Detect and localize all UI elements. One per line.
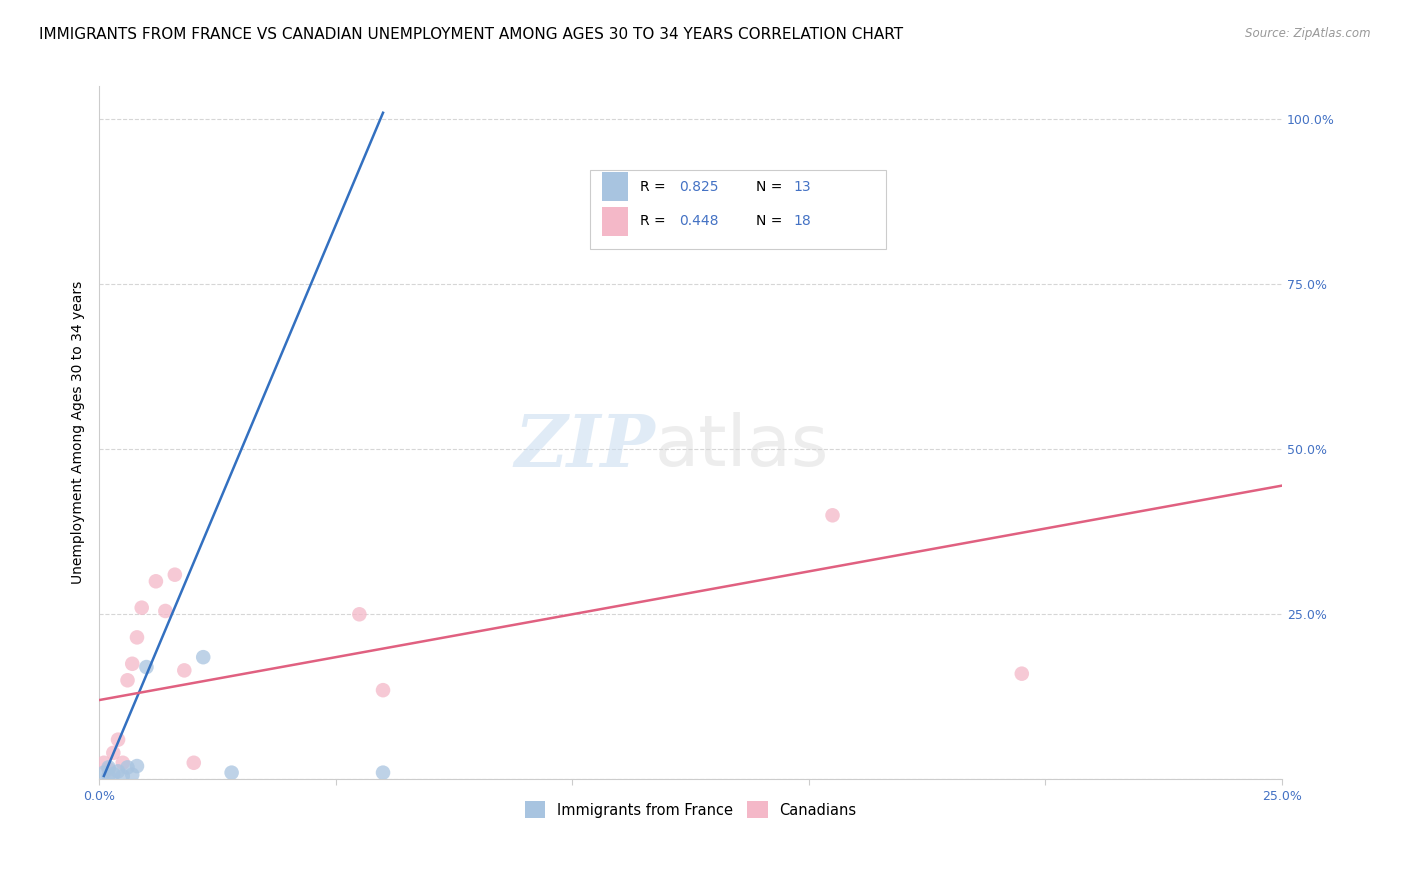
Point <box>111 756 134 770</box>
Point <box>155 604 177 618</box>
Point <box>173 664 195 678</box>
Point <box>97 763 120 777</box>
Text: ZIP: ZIP <box>515 411 655 483</box>
Point <box>349 607 371 622</box>
Point <box>103 767 125 781</box>
Bar <box>602 207 628 236</box>
FancyBboxPatch shape <box>591 169 886 249</box>
Text: N =: N = <box>755 180 786 194</box>
Text: 13: 13 <box>793 180 811 194</box>
Point <box>145 574 167 589</box>
Point <box>821 508 844 523</box>
Legend: Immigrants from France, Canadians: Immigrants from France, Canadians <box>519 796 862 824</box>
Point <box>121 767 143 781</box>
Point <box>131 600 153 615</box>
Text: R =: R = <box>640 214 669 228</box>
Text: 0.825: 0.825 <box>679 180 718 194</box>
Point <box>117 760 139 774</box>
Text: IMMIGRANTS FROM FRANCE VS CANADIAN UNEMPLOYMENT AMONG AGES 30 TO 34 YEARS CORREL: IMMIGRANTS FROM FRANCE VS CANADIAN UNEMP… <box>39 27 904 42</box>
Text: N =: N = <box>755 214 786 228</box>
Text: Source: ZipAtlas.com: Source: ZipAtlas.com <box>1246 27 1371 40</box>
Bar <box>602 172 628 202</box>
Text: R =: R = <box>640 180 669 194</box>
Point <box>97 760 120 774</box>
Point <box>183 756 205 770</box>
Point <box>163 567 186 582</box>
Point <box>371 683 394 698</box>
Point <box>93 756 115 770</box>
Point <box>221 765 243 780</box>
Point <box>97 769 120 783</box>
Point <box>103 746 125 760</box>
Point <box>107 732 129 747</box>
Point <box>125 759 148 773</box>
Point <box>125 631 148 645</box>
Text: 0.448: 0.448 <box>679 214 718 228</box>
Point <box>1011 666 1033 681</box>
Point <box>193 650 215 665</box>
Point <box>371 765 394 780</box>
Point <box>121 657 143 671</box>
Point <box>93 765 115 780</box>
Y-axis label: Unemployment Among Ages 30 to 34 years: Unemployment Among Ages 30 to 34 years <box>72 281 86 584</box>
Point <box>111 769 134 783</box>
Text: atlas: atlas <box>655 412 830 481</box>
Point <box>107 764 129 779</box>
Point <box>117 673 139 688</box>
Point <box>135 660 157 674</box>
Text: 18: 18 <box>793 214 811 228</box>
